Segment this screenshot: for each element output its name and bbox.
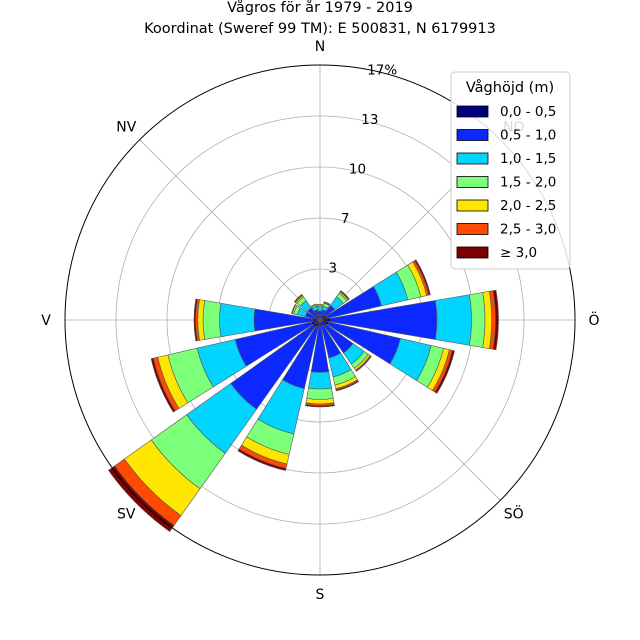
grid-spoke-7	[139, 139, 321, 321]
radial-tick-2: 10	[349, 162, 366, 178]
rose-segment-N-bin-2	[317, 306, 323, 312]
rose-segment-V-bin-6	[193, 298, 198, 342]
rose-segment-N-bin-4	[317, 303, 323, 306]
rose-segment-Ö-bin-6	[492, 289, 499, 351]
legend: Våghöjd (m) 0,0 - 0,5 0,5 - 1,0 1,0 - 1,5 1,…	[450, 71, 571, 270]
direction-label-4: S	[316, 587, 325, 603]
legend-swatch-5	[456, 223, 489, 235]
rose-segment-VNV-bin-6	[291, 304, 297, 314]
legend-label-0: 0,0 - 0,5	[500, 104, 556, 120]
direction-label-7: NV	[116, 119, 136, 135]
rose-segment-ÖSÖ-bin-6	[434, 349, 455, 394]
rose-segment-NNV-bin-4	[310, 303, 317, 308]
legend-label-6: ≥ 3,0	[500, 245, 537, 261]
rose-segment-NÖ-bin-6	[340, 290, 350, 300]
polar-frame	[64, 64, 576, 576]
radial-tick-labels: 3 7 10 13 17%	[329, 63, 398, 277]
legend-swatch-0	[456, 105, 489, 118]
direction-label-3: SÖ	[504, 505, 524, 523]
rose-segment-ÖNÖ-bin-6	[414, 259, 431, 296]
legend-swatch-1	[456, 129, 489, 141]
rose-segment-S-bin-6	[305, 404, 335, 408]
rose-segment-VSV-bin-6	[150, 357, 176, 413]
rose-segment-SSV-bin-6	[237, 448, 287, 471]
rose-bars	[108, 259, 499, 532]
direction-label-6: V	[41, 313, 51, 329]
rose-segment-Ö-bin-3	[469, 292, 486, 348]
chart-title-line2: Koordinat (Sweref 99 TM): E 500831, N 61…	[144, 21, 496, 37]
legend-label-3: 1,5 - 2,0	[500, 175, 556, 191]
radial-tick-3: 13	[361, 112, 378, 128]
legend-swatch-2	[456, 152, 489, 165]
legend-label-2: 1,0 - 1,5	[500, 151, 556, 167]
legend-box	[450, 71, 571, 270]
rose-segment-SSÖ-bin-6	[335, 380, 360, 392]
legend-swatch-3	[456, 176, 489, 188]
legend-label-1: 0,5 - 1,0	[500, 128, 556, 144]
legend-label-4: 2,0 - 2,5	[500, 198, 556, 214]
rose-segment-SV-bin-6	[108, 465, 175, 532]
radial-tick-0: 3	[329, 261, 338, 277]
rose-segment-S-bin-2	[308, 371, 332, 390]
direction-label-2: Ö	[588, 311, 599, 329]
rose-segment-SÖ-bin-6	[355, 355, 372, 372]
chart-title-line1: Vågros för år 1979 - 2019	[227, 0, 413, 16]
legend-title: Våghöjd (m)	[466, 79, 554, 96]
legend-swatch-4	[456, 199, 489, 212]
radial-tick-4: 17%	[367, 63, 397, 79]
legend-label-5: 2,5 - 3,0	[500, 222, 556, 238]
direction-label-0: N	[315, 39, 325, 55]
legend-swatch-6	[456, 246, 489, 259]
direction-label-5: SV	[117, 507, 136, 523]
rose-segment-Ö-bin-2	[435, 294, 472, 346]
rose-segment-V-bin-2	[219, 302, 256, 338]
rose-segment-NNÖ-bin-6	[323, 301, 331, 305]
radial-tick-1: 7	[341, 211, 350, 227]
rose-segment-S-bin-3	[306, 387, 334, 400]
rose-segment-NV-bin-6	[293, 293, 303, 303]
polar-outer-circle	[64, 64, 576, 576]
rose-segment-V-bin-3	[202, 300, 222, 340]
